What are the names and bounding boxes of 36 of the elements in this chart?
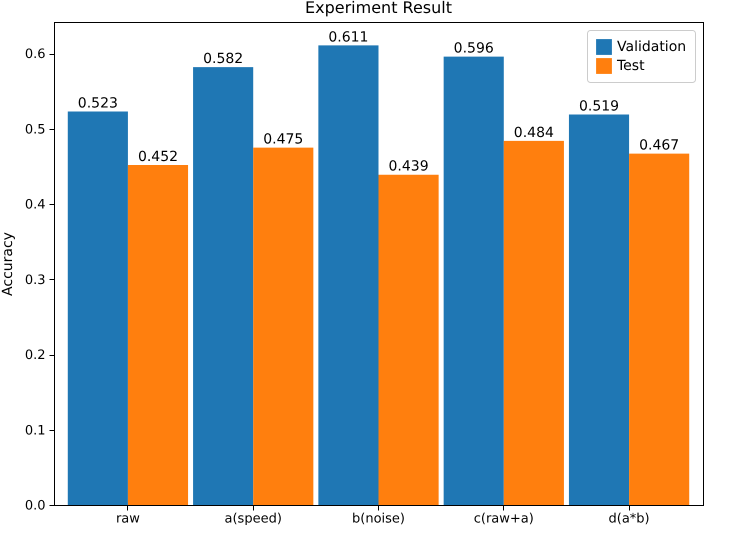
chart-title: Experiment Result xyxy=(305,0,452,17)
y-tick-label: 0.6 xyxy=(24,47,46,62)
data-label: 0.475 xyxy=(263,132,304,148)
bar xyxy=(378,174,439,505)
bar xyxy=(568,114,630,505)
x-tick-label: b(noise) xyxy=(352,512,405,526)
bar xyxy=(128,164,188,505)
data-label: 0.484 xyxy=(514,124,554,141)
data-label: 0.523 xyxy=(78,96,118,112)
bar xyxy=(253,148,314,505)
legend-label: Test xyxy=(616,58,646,74)
y-axis-title: Accuracy xyxy=(0,232,16,296)
bar xyxy=(318,45,378,505)
data-label: 0.611 xyxy=(328,29,368,46)
y-tick-label: 0.3 xyxy=(24,272,46,288)
y-tick-label: 0.2 xyxy=(24,348,46,364)
data-label: 0.596 xyxy=(454,40,494,57)
data-label: 0.519 xyxy=(578,98,620,115)
bar xyxy=(68,112,128,505)
data-label: 0.582 xyxy=(203,51,244,68)
y-tick-label: 0.0 xyxy=(24,498,46,514)
data-label: 0.467 xyxy=(639,138,680,154)
legend-label: Validation xyxy=(617,39,686,55)
y-tick-label: 0.5 xyxy=(24,122,46,138)
y-tick-label: 0.4 xyxy=(24,198,46,213)
x-tick-label: d(a*b) xyxy=(608,512,650,526)
x-tick-label: a(speed) xyxy=(224,512,282,526)
data-label: 0.452 xyxy=(138,148,178,165)
y-tick-label: 0.1 xyxy=(24,423,46,438)
bar xyxy=(629,154,690,505)
bar xyxy=(444,56,504,505)
bar xyxy=(193,67,254,505)
data-label: 0.439 xyxy=(388,158,429,175)
x-tick-label: raw xyxy=(116,512,140,526)
x-tick-label: c(raw+a) xyxy=(474,512,534,526)
bar xyxy=(504,140,564,505)
